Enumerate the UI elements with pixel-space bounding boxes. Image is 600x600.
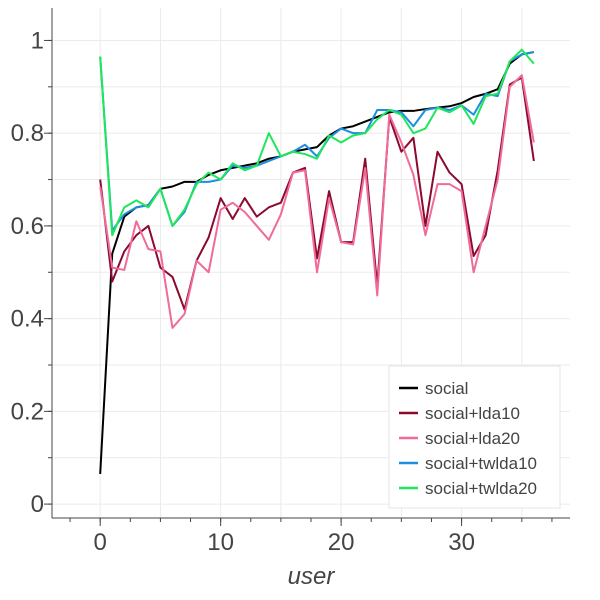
y-tick-label: 1 [31,27,44,54]
legend-label: social [425,379,468,398]
legend-label: social+twlda20 [425,479,537,498]
x-tick-label: 10 [207,529,234,556]
y-tick-label: 0.4 [11,306,44,333]
x-tick-label: 30 [448,529,475,556]
y-tick-label: 0.2 [11,398,44,425]
legend-label: social+lda10 [425,404,520,423]
legend-label: social+twlda10 [425,454,537,473]
x-axis-title: user [288,563,336,590]
series-layer [99,48,535,475]
y-tick-label: 0.6 [11,213,44,240]
series-line-social-lda10 [99,76,535,311]
series-line-social-twlda20 [99,48,535,237]
legend: social social+lda10 social+lda20 social+twl… [388,365,561,509]
x-tick-label: 0 [94,529,107,556]
series-line-social [99,51,535,475]
y-tick-label: 0.8 [11,120,44,147]
legend-label: social+lda20 [425,429,520,448]
x-tick-label: 20 [328,529,355,556]
series-line-social-lda20 [99,74,535,329]
y-tick-label: 0 [31,491,44,518]
legend-items: social social+lda10 social+lda20 social+twl… [399,379,537,498]
ticks: 0 10 20 30 0 0.2 0.4 0.6 0.8 1 [11,27,553,556]
